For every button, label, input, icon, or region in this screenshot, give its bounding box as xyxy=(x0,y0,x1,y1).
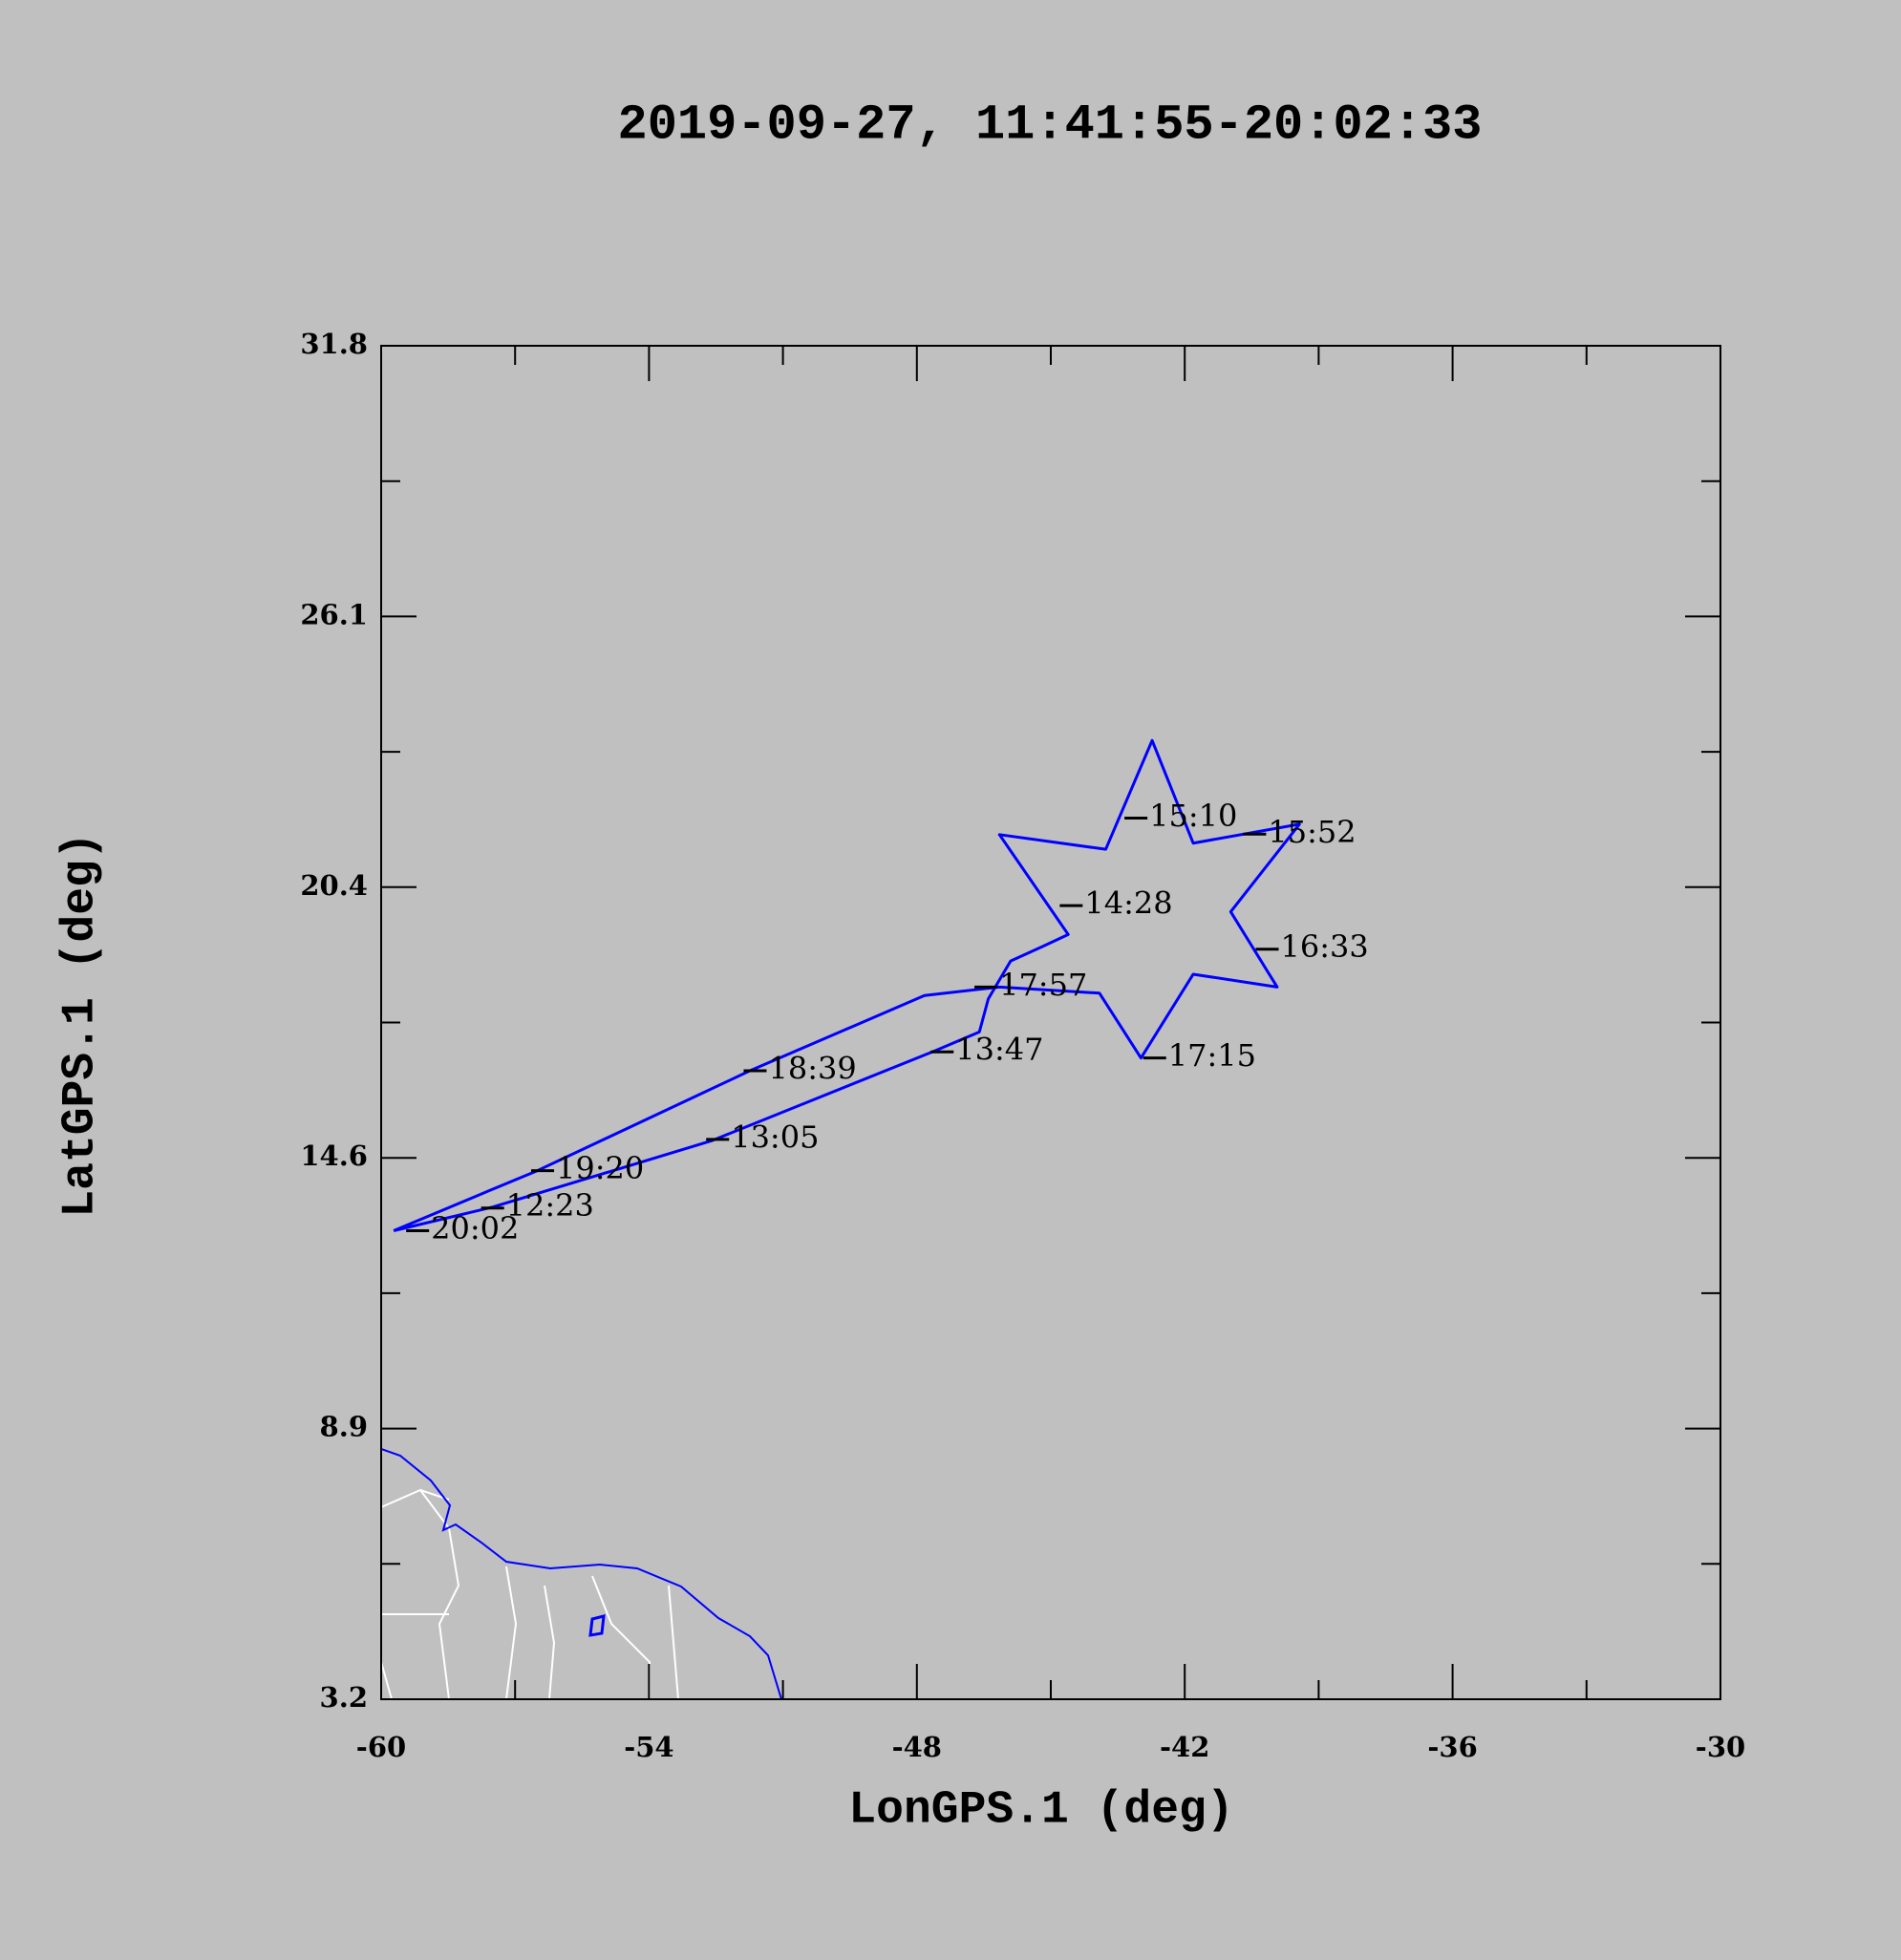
annotation: 17:57 xyxy=(999,967,1087,1003)
y-tick-label: 20.4 xyxy=(300,869,368,902)
border xyxy=(381,1488,679,1699)
annotation: 13:47 xyxy=(955,1032,1043,1068)
annotation: 15:52 xyxy=(1268,814,1356,850)
x-tick-label: -60 xyxy=(356,1731,406,1763)
y-axis-label: LatGPS.1 (deg) xyxy=(55,832,107,1217)
y-tick-label: 3.2 xyxy=(320,1681,368,1714)
x-tick-label: -30 xyxy=(1696,1731,1745,1763)
x-tick-label: -48 xyxy=(892,1731,942,1763)
x-tick-label: -54 xyxy=(624,1731,673,1763)
x-tick-label: -36 xyxy=(1427,1731,1477,1763)
y-tick-label: 31.8 xyxy=(300,328,368,360)
annotation: 13:05 xyxy=(731,1118,819,1155)
lake xyxy=(588,1614,606,1637)
annotation: 19:20 xyxy=(556,1150,644,1186)
coastline xyxy=(381,1448,782,1699)
annotation: 17:15 xyxy=(1168,1037,1256,1074)
annotation: 20:02 xyxy=(431,1210,519,1246)
annotation: 15:10 xyxy=(1149,798,1237,834)
annotation: 16:33 xyxy=(1281,928,1369,965)
x-axis-label: LonGPS.1 (deg) xyxy=(848,1785,1233,1837)
x-tick-label: -42 xyxy=(1160,1731,1209,1763)
annotation: 12:23 xyxy=(506,1187,594,1224)
coast xyxy=(381,1448,782,1699)
y-tick-label: 14.6 xyxy=(300,1140,368,1172)
annotation: 14:28 xyxy=(1084,885,1172,922)
chart-title: 2019-09-27, 11:41:55-20:02:33 xyxy=(618,97,1483,154)
y-tick-label: 8.9 xyxy=(320,1411,368,1443)
track xyxy=(393,738,1301,1232)
y-tick-label: 26.1 xyxy=(300,598,368,630)
annotation: 18:39 xyxy=(768,1051,856,1087)
